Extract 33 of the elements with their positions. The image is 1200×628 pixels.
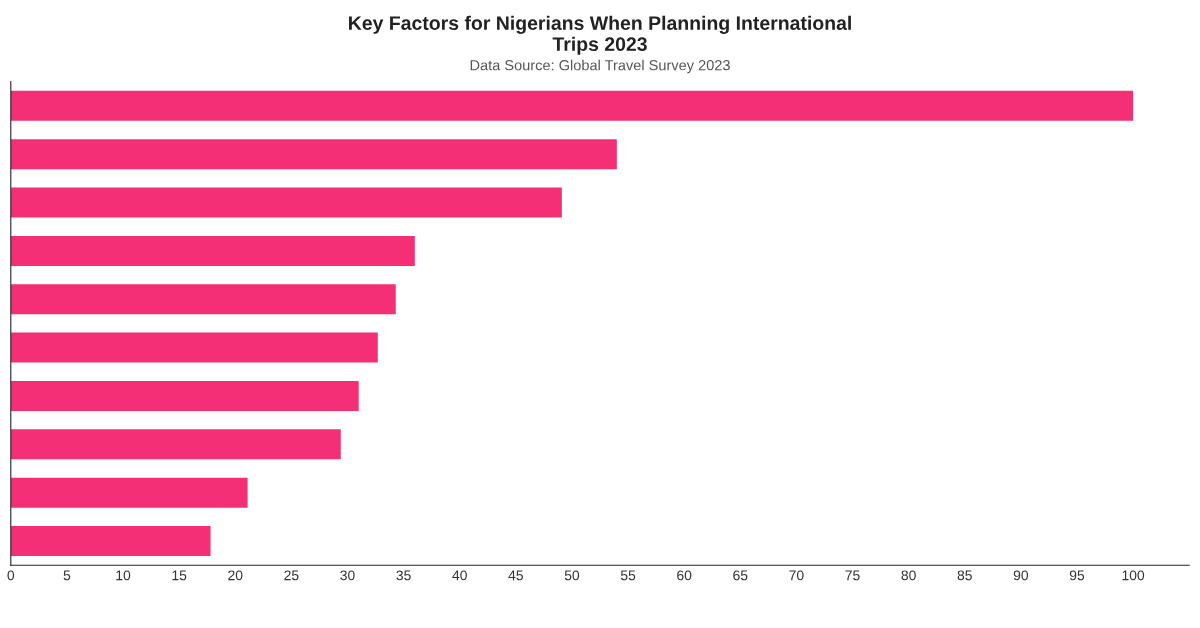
bar [10, 284, 396, 315]
x-tick-label: 10 [116, 570, 131, 581]
x-tick-label: 55 [620, 570, 636, 581]
bar [10, 332, 378, 363]
bar [10, 526, 211, 557]
x-tick-label: 5 [63, 570, 71, 581]
x-tick-label: 45 [508, 570, 523, 581]
x-tick-label: 65 [733, 570, 748, 581]
x-tick-label: 75 [845, 570, 860, 581]
x-tick-label: 30 [340, 570, 355, 581]
x-tick-label: 85 [957, 570, 972, 581]
x-tick-label: 40 [452, 570, 467, 581]
bar [10, 90, 1134, 121]
x-tick-label: 35 [396, 570, 411, 581]
x-tick-label: 50 [564, 570, 580, 581]
x-tick-label: 90 [1013, 570, 1029, 581]
x-tick-label: 80 [901, 570, 916, 581]
x-tick-label: 0 [7, 570, 15, 581]
x-tick-label: 20 [228, 570, 243, 581]
x-tick-label: 60 [677, 570, 692, 581]
chart-subtitle: Data Source: Global Travel Survey 2023 [470, 59, 730, 74]
bar [10, 429, 341, 460]
x-tick-label: 15 [172, 570, 187, 581]
bar [10, 380, 359, 411]
x-tick-label: 95 [1069, 570, 1085, 581]
x-tick-label: 100 [1122, 570, 1145, 581]
bar [10, 477, 248, 508]
bar [10, 235, 415, 266]
chart-title: Key Factors for Nigerians When Planning International Trips 2023 [349, 15, 851, 55]
x-tick-label: 25 [284, 570, 299, 581]
x-tick-label: 70 [789, 570, 804, 581]
bar [10, 139, 617, 170]
bar [10, 187, 562, 218]
